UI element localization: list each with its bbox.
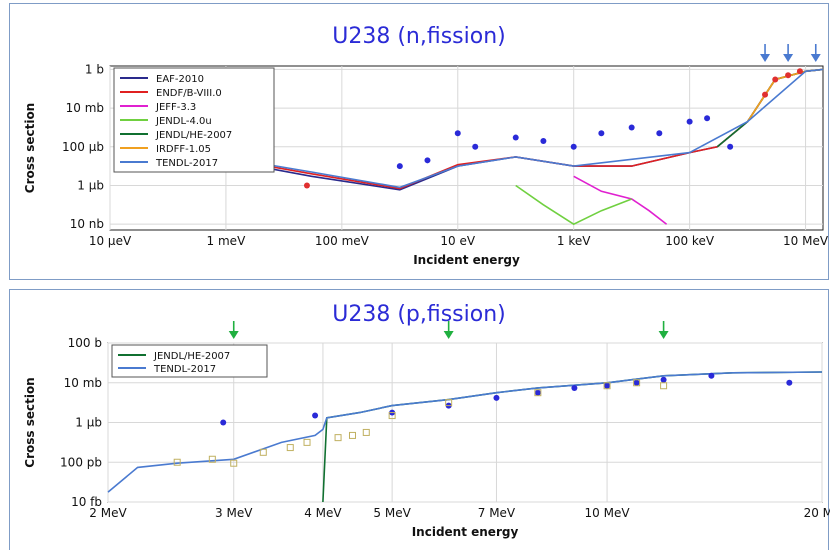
chart-title: U238 (n,fission) bbox=[332, 24, 506, 49]
x-axis-label: Incident energy bbox=[412, 525, 519, 539]
data-point bbox=[571, 384, 578, 391]
data-point bbox=[628, 124, 635, 131]
data-point bbox=[598, 130, 605, 137]
data-point bbox=[534, 389, 541, 396]
annotation-arrowhead bbox=[443, 331, 454, 339]
x-tick-label: 2 MeV bbox=[89, 506, 127, 520]
chart-svg-p-fission: 2 MeV 3 MeV 4 MeV 5 MeV 7 MeV 10 MeV 20 Me 100 … bbox=[23, 321, 830, 539]
data-point bbox=[424, 157, 431, 164]
data-point bbox=[727, 143, 734, 150]
data-point bbox=[396, 163, 403, 170]
data-point bbox=[445, 399, 453, 407]
data-point bbox=[472, 143, 479, 150]
data-point bbox=[286, 444, 294, 452]
x-tick-label: 10 µeV bbox=[89, 234, 132, 248]
annotation-arrowhead bbox=[228, 331, 239, 339]
data-point bbox=[348, 431, 356, 439]
y-tick-label: 1 µb bbox=[75, 416, 102, 430]
y-tick-label: 1 µb bbox=[77, 178, 104, 192]
legend-label: TENDL-2017 bbox=[155, 158, 218, 169]
y-tick-label: 100 pb bbox=[60, 455, 102, 469]
data-point bbox=[762, 91, 769, 98]
x-axis-label: Incident energy bbox=[413, 253, 520, 267]
data-point bbox=[534, 389, 542, 397]
x-tick-label: 10 MeV bbox=[783, 234, 829, 248]
data-point bbox=[660, 382, 668, 390]
y-axis-label: Cross section bbox=[23, 377, 37, 467]
data-point bbox=[173, 458, 181, 466]
data-point bbox=[540, 137, 547, 144]
data-point bbox=[796, 68, 803, 75]
annotation-arrowhead bbox=[658, 331, 669, 339]
x-tick-label: 10 eV bbox=[440, 234, 475, 248]
data-point bbox=[785, 72, 792, 79]
series-line-3 bbox=[515, 184, 632, 226]
x-tick-label: 1 meV bbox=[207, 234, 247, 248]
x-tick-label: 100 meV bbox=[315, 234, 370, 248]
data-point bbox=[220, 419, 227, 426]
y-tick-label: 10 nb bbox=[70, 217, 104, 231]
data-point bbox=[208, 455, 216, 463]
data-point bbox=[603, 382, 611, 390]
legend-label: IRDFF-1.05 bbox=[156, 144, 211, 155]
data-point bbox=[303, 182, 310, 189]
x-tick-label: 5 MeV bbox=[373, 506, 411, 520]
data-point bbox=[686, 118, 693, 125]
y-tick-label: 100 b bbox=[68, 336, 102, 350]
y-axis-label: Cross section bbox=[23, 103, 37, 193]
data-point bbox=[230, 459, 238, 467]
data-point bbox=[388, 412, 396, 420]
x-tick-label: 20 Me bbox=[804, 506, 830, 520]
data-point bbox=[362, 428, 370, 436]
legend-label: EAF-2010 bbox=[156, 74, 204, 85]
y-tick-label: 1 b bbox=[85, 62, 104, 76]
chart-panel-p-fission: U238 (p,fission) 2 MeV 3 MeV 4 MeV 5 MeV 7 M… bbox=[9, 289, 830, 550]
data-point bbox=[454, 130, 461, 137]
data-point bbox=[259, 448, 267, 456]
x-tick-label: 7 MeV bbox=[478, 506, 516, 520]
data-point bbox=[512, 134, 519, 141]
data-point bbox=[570, 143, 577, 150]
data-point bbox=[660, 376, 667, 383]
x-tick-label: 100 keV bbox=[665, 234, 715, 248]
data-point bbox=[493, 394, 500, 401]
y-tick-label: 10 mb bbox=[64, 376, 102, 390]
series-line-6 bbox=[167, 68, 824, 189]
y-tick-label: 100 µb bbox=[62, 140, 104, 154]
data-point bbox=[708, 372, 715, 379]
x-tick-label: 4 MeV bbox=[304, 506, 342, 520]
legend-label: TENDL-2017 bbox=[153, 364, 216, 375]
annotation-arrowhead bbox=[760, 54, 771, 62]
chart-panel-n-fission: U238 (n,fission) 10 µeV 1 meV 100 meV 10 eV… bbox=[9, 3, 829, 280]
legend-label: JEFF-3.3 bbox=[155, 102, 196, 113]
data-point bbox=[303, 438, 311, 446]
data-point bbox=[772, 76, 779, 83]
chart-svg-n-fission: 10 µeV 1 meV 100 meV 10 eV 1 keV 100 keV 10 Me… bbox=[23, 44, 829, 267]
x-tick-label: 10 MeV bbox=[585, 506, 631, 520]
y-tick-label: 10 mb bbox=[66, 101, 104, 115]
data-point bbox=[786, 379, 793, 386]
y-tick-label: 10 fb bbox=[71, 495, 102, 509]
legend-label: JENDL/HE-2007 bbox=[155, 130, 232, 141]
data-point bbox=[334, 434, 342, 442]
data-point bbox=[704, 115, 711, 122]
annotation-arrowhead bbox=[810, 54, 821, 62]
data-point bbox=[633, 379, 641, 387]
chart-title: U238 (p,fission) bbox=[332, 302, 506, 327]
legend-label: JENDL-4.0u bbox=[155, 116, 212, 127]
x-tick-label: 1 keV bbox=[557, 234, 591, 248]
data-point bbox=[633, 379, 640, 386]
x-tick-label: 3 MeV bbox=[215, 506, 253, 520]
data-point bbox=[656, 130, 663, 137]
legend-label: JENDL/HE-2007 bbox=[153, 351, 230, 362]
annotation-arrowhead bbox=[783, 54, 794, 62]
legend-box bbox=[111, 344, 268, 378]
legend-label: ENDF/B-VIII.0 bbox=[156, 88, 222, 99]
data-point bbox=[604, 382, 611, 389]
data-point bbox=[312, 412, 319, 419]
